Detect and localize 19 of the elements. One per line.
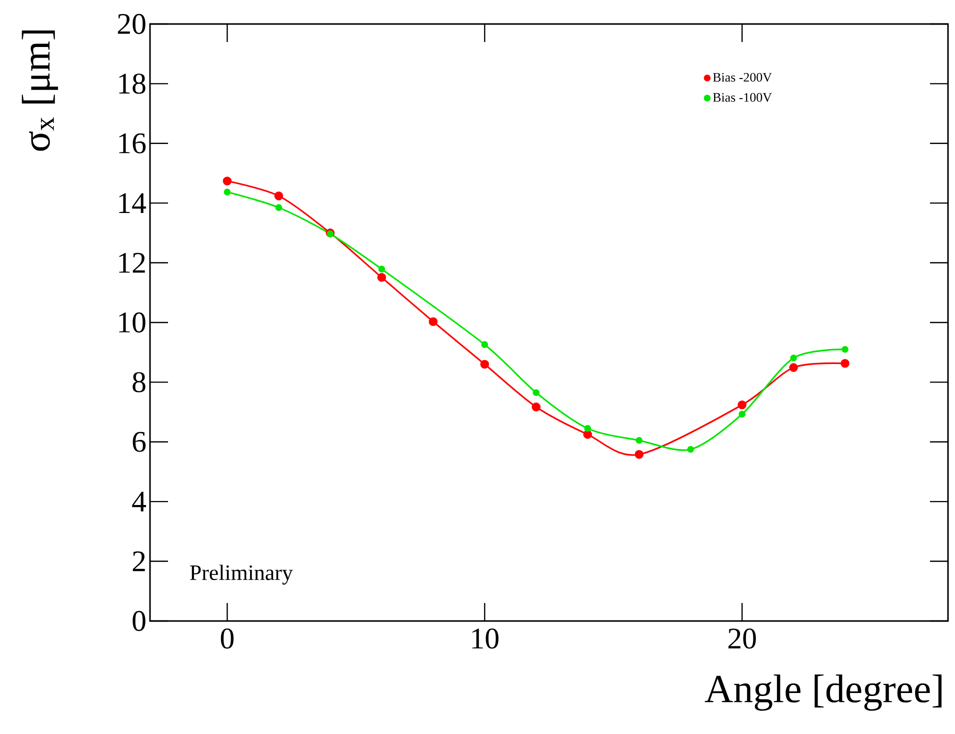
x-tick-label: 10 [472,628,498,649]
legend-label: Bias -100V [712,93,772,102]
x-tick-label: 20 [728,628,756,649]
y-tick-label: 2 [132,551,145,572]
legend-label: Bias -200V [712,72,772,82]
y-tick-label: 14 [119,193,146,213]
y-tick-label: 6 [132,432,146,452]
x-tick-label: 0 [220,628,234,649]
y-tick-label: 10 [119,312,146,333]
y-tick-label: 0 [132,610,146,632]
y-tick-label: 8 [132,372,146,392]
y-tick-label: 4 [132,492,146,512]
y-tick-label: 12 [119,252,145,273]
x-axis-title: Angle [degree] [704,674,942,711]
y-tick-label: 18 [119,74,146,94]
annotation: Preliminary [190,564,293,585]
y-tick-label: 16 [119,133,146,154]
y-axis-title: σ$_{x}$ [μm] [22,30,58,151]
y-tick-label: 20 [118,14,146,34]
